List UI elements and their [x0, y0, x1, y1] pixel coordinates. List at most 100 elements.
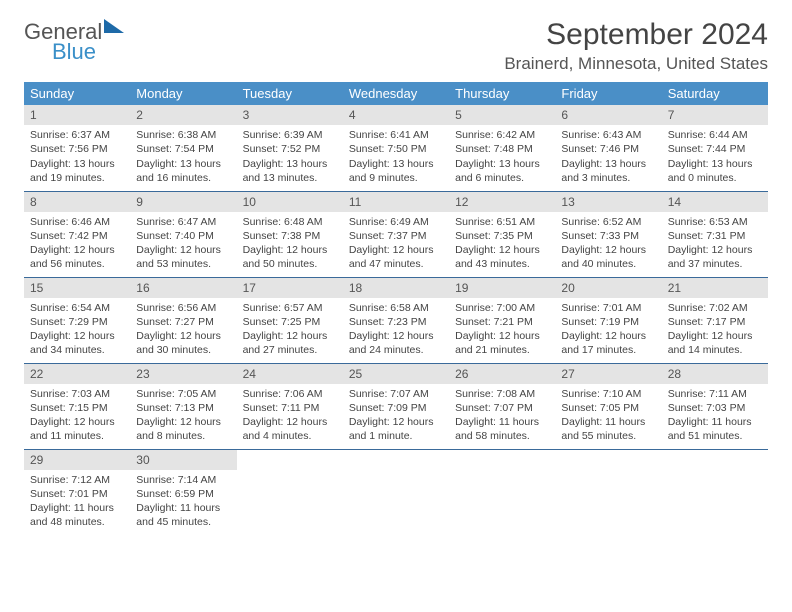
- sunrise-text: Sunrise: 7:14 AM: [136, 473, 230, 487]
- daylight-text: Daylight: 11 hours: [136, 501, 230, 515]
- sunset-text: Sunset: 7:35 PM: [455, 229, 549, 243]
- sunset-text: Sunset: 7:23 PM: [349, 315, 443, 329]
- calendar-cell: 21Sunrise: 7:02 AMSunset: 7:17 PMDayligh…: [662, 277, 768, 363]
- sunrise-text: Sunrise: 7:08 AM: [455, 387, 549, 401]
- sunset-text: Sunset: 7:05 PM: [561, 401, 655, 415]
- day-number: 30: [130, 450, 236, 470]
- sunrise-text: Sunrise: 6:54 AM: [30, 301, 124, 315]
- sunrise-text: Sunrise: 7:10 AM: [561, 387, 655, 401]
- daylight-text: Daylight: 13 hours: [455, 157, 549, 171]
- daylight-text: and 8 minutes.: [136, 429, 230, 443]
- calendar-cell: 28Sunrise: 7:11 AMSunset: 7:03 PMDayligh…: [662, 363, 768, 449]
- daylight-text: Daylight: 12 hours: [243, 243, 337, 257]
- day-number: 13: [555, 192, 661, 212]
- calendar-cell: 17Sunrise: 6:57 AMSunset: 7:25 PMDayligh…: [237, 277, 343, 363]
- calendar-cell: 24Sunrise: 7:06 AMSunset: 7:11 PMDayligh…: [237, 363, 343, 449]
- daylight-text: Daylight: 13 hours: [243, 157, 337, 171]
- sunset-text: Sunset: 7:33 PM: [561, 229, 655, 243]
- day-body: Sunrise: 6:38 AMSunset: 7:54 PMDaylight:…: [130, 125, 236, 189]
- day-body: Sunrise: 6:51 AMSunset: 7:35 PMDaylight:…: [449, 212, 555, 276]
- calendar-cell: 13Sunrise: 6:52 AMSunset: 7:33 PMDayligh…: [555, 191, 661, 277]
- calendar-cell: 19Sunrise: 7:00 AMSunset: 7:21 PMDayligh…: [449, 277, 555, 363]
- day-body: Sunrise: 6:57 AMSunset: 7:25 PMDaylight:…: [237, 298, 343, 362]
- daylight-text: and 37 minutes.: [668, 257, 762, 271]
- day-body: Sunrise: 6:47 AMSunset: 7:40 PMDaylight:…: [130, 212, 236, 276]
- sunrise-text: Sunrise: 6:41 AM: [349, 128, 443, 142]
- daylight-text: Daylight: 13 hours: [668, 157, 762, 171]
- sunset-text: Sunset: 7:37 PM: [349, 229, 443, 243]
- daylight-text: and 11 minutes.: [30, 429, 124, 443]
- logo: General Blue: [24, 18, 124, 62]
- calendar-cell: 26Sunrise: 7:08 AMSunset: 7:07 PMDayligh…: [449, 363, 555, 449]
- day-body: Sunrise: 6:58 AMSunset: 7:23 PMDaylight:…: [343, 298, 449, 362]
- day-body: Sunrise: 6:41 AMSunset: 7:50 PMDaylight:…: [343, 125, 449, 189]
- sunrise-text: Sunrise: 6:57 AM: [243, 301, 337, 315]
- sunset-text: Sunset: 7:40 PM: [136, 229, 230, 243]
- daylight-text: and 51 minutes.: [668, 429, 762, 443]
- sunrise-text: Sunrise: 6:44 AM: [668, 128, 762, 142]
- day-number: 5: [449, 105, 555, 125]
- sunset-text: Sunset: 7:19 PM: [561, 315, 655, 329]
- day-number: 18: [343, 278, 449, 298]
- daylight-text: and 6 minutes.: [455, 171, 549, 185]
- daylight-text: Daylight: 11 hours: [561, 415, 655, 429]
- calendar-cell: 1Sunrise: 6:37 AMSunset: 7:56 PMDaylight…: [24, 105, 130, 191]
- daylight-text: and 4 minutes.: [243, 429, 337, 443]
- day-header: Saturday: [662, 82, 768, 105]
- logo-text: General Blue: [24, 22, 124, 62]
- daylight-text: Daylight: 12 hours: [30, 329, 124, 343]
- sunrise-text: Sunrise: 6:47 AM: [136, 215, 230, 229]
- daylight-text: Daylight: 13 hours: [349, 157, 443, 171]
- daylight-text: Daylight: 12 hours: [561, 329, 655, 343]
- sunset-text: Sunset: 7:42 PM: [30, 229, 124, 243]
- sunset-text: Sunset: 7:03 PM: [668, 401, 762, 415]
- daylight-text: and 48 minutes.: [30, 515, 124, 529]
- day-body: Sunrise: 6:49 AMSunset: 7:37 PMDaylight:…: [343, 212, 449, 276]
- daylight-text: and 43 minutes.: [455, 257, 549, 271]
- calendar-cell: 6Sunrise: 6:43 AMSunset: 7:46 PMDaylight…: [555, 105, 661, 191]
- sunset-text: Sunset: 7:01 PM: [30, 487, 124, 501]
- calendar-cell: 29Sunrise: 7:12 AMSunset: 7:01 PMDayligh…: [24, 449, 130, 535]
- day-body: Sunrise: 7:03 AMSunset: 7:15 PMDaylight:…: [24, 384, 130, 448]
- calendar-cell: 25Sunrise: 7:07 AMSunset: 7:09 PMDayligh…: [343, 363, 449, 449]
- calendar-cell: 8Sunrise: 6:46 AMSunset: 7:42 PMDaylight…: [24, 191, 130, 277]
- calendar-cell: [237, 449, 343, 535]
- daylight-text: and 16 minutes.: [136, 171, 230, 185]
- daylight-text: and 17 minutes.: [561, 343, 655, 357]
- daylight-text: and 0 minutes.: [668, 171, 762, 185]
- calendar-cell: 18Sunrise: 6:58 AMSunset: 7:23 PMDayligh…: [343, 277, 449, 363]
- calendar-cell: [555, 449, 661, 535]
- logo-triangle-icon: [104, 19, 124, 33]
- sunrise-text: Sunrise: 6:51 AM: [455, 215, 549, 229]
- calendar-cell: 11Sunrise: 6:49 AMSunset: 7:37 PMDayligh…: [343, 191, 449, 277]
- day-body: Sunrise: 7:01 AMSunset: 7:19 PMDaylight:…: [555, 298, 661, 362]
- daylight-text: and 21 minutes.: [455, 343, 549, 357]
- daylight-text: Daylight: 12 hours: [243, 415, 337, 429]
- daylight-text: Daylight: 13 hours: [561, 157, 655, 171]
- day-number: 4: [343, 105, 449, 125]
- calendar-cell: 10Sunrise: 6:48 AMSunset: 7:38 PMDayligh…: [237, 191, 343, 277]
- day-header: Wednesday: [343, 82, 449, 105]
- day-body: Sunrise: 7:14 AMSunset: 6:59 PMDaylight:…: [130, 470, 236, 534]
- day-body: Sunrise: 7:12 AMSunset: 7:01 PMDaylight:…: [24, 470, 130, 534]
- day-header: Friday: [555, 82, 661, 105]
- day-body: Sunrise: 7:06 AMSunset: 7:11 PMDaylight:…: [237, 384, 343, 448]
- daylight-text: Daylight: 11 hours: [668, 415, 762, 429]
- daylight-text: Daylight: 12 hours: [30, 243, 124, 257]
- sunrise-text: Sunrise: 7:06 AM: [243, 387, 337, 401]
- day-number: 2: [130, 105, 236, 125]
- day-number: 26: [449, 364, 555, 384]
- calendar-row: 15Sunrise: 6:54 AMSunset: 7:29 PMDayligh…: [24, 277, 768, 363]
- daylight-text: Daylight: 12 hours: [668, 329, 762, 343]
- calendar-cell: [449, 449, 555, 535]
- sunrise-text: Sunrise: 7:02 AM: [668, 301, 762, 315]
- calendar-cell: 5Sunrise: 6:42 AMSunset: 7:48 PMDaylight…: [449, 105, 555, 191]
- day-number: 3: [237, 105, 343, 125]
- calendar-cell: 22Sunrise: 7:03 AMSunset: 7:15 PMDayligh…: [24, 363, 130, 449]
- day-number: 29: [24, 450, 130, 470]
- logo-line2: Blue: [52, 42, 124, 62]
- day-number: 20: [555, 278, 661, 298]
- header: General Blue September 2024 Brainerd, Mi…: [24, 18, 768, 74]
- day-number: 28: [662, 364, 768, 384]
- daylight-text: Daylight: 12 hours: [136, 243, 230, 257]
